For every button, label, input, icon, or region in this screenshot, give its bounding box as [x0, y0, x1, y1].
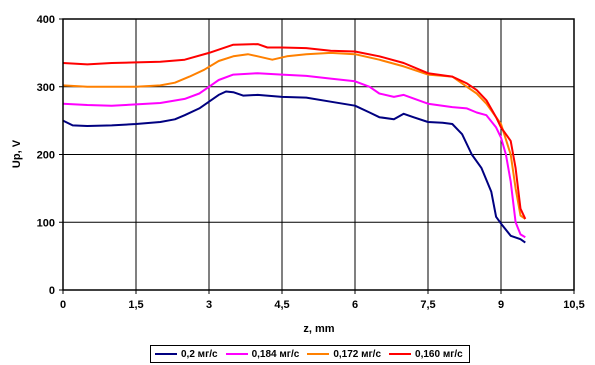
legend-swatch: [307, 353, 330, 355]
x-tick-label: 1,5: [128, 299, 143, 311]
series-line-1: [62, 90, 526, 244]
legend-swatch: [389, 353, 412, 355]
series-line-2: [62, 72, 526, 239]
legend-swatch: [155, 353, 177, 355]
legend-swatch: [225, 353, 248, 355]
ticks-layer: 0 1,5 3 4,5 6 7,5 9 10,5 0 100 200 300 400: [37, 14, 585, 311]
y-tick-label: 100: [37, 217, 55, 229]
legend-label: 0,2 мг/с: [181, 348, 218, 360]
x-tick-label: 0: [60, 299, 66, 311]
x-tick-label: 10,5: [563, 299, 584, 311]
x-tick-label: 7,5: [420, 299, 435, 311]
x-tick-label: 9: [498, 299, 504, 311]
y-tick-label: 300: [37, 82, 55, 94]
y-axis-label: Up, V: [11, 139, 23, 168]
legend-item-2: 0,184 мг/с: [225, 348, 300, 360]
series-layer: [62, 43, 527, 244]
legend-item-3: 0,172 мг/с: [307, 349, 381, 360]
y-tick-label: 0: [49, 285, 55, 297]
legend-label: 0,184 мг/с: [251, 348, 300, 360]
x-tick-label: 4,5: [274, 299, 289, 311]
y-tick-label: 200: [37, 150, 55, 162]
x-axis-label: z, mm: [303, 323, 334, 335]
legend-label: 0,160 мг/с: [415, 348, 463, 360]
legend-item-1: 0,2 мг/с: [155, 349, 218, 360]
x-tick-label: 3: [206, 299, 212, 311]
grid-layer: [63, 19, 574, 290]
legend-label: 0,172 мг/с: [333, 348, 382, 360]
series-line-4: [62, 43, 527, 220]
x-tick-label: 6: [352, 299, 358, 311]
y-tick-label: 400: [37, 14, 55, 26]
legend: 0,2 мг/с 0,184 мг/с 0,172 мг/с 0,160 мг/с: [150, 345, 470, 363]
legend-item-4: 0,160 мг/с: [389, 349, 463, 360]
